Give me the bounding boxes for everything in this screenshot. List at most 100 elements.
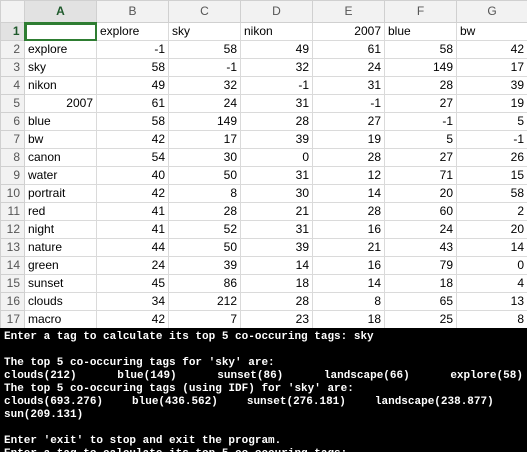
column-header-e[interactable]: E xyxy=(312,0,385,23)
cell[interactable]: 41 xyxy=(96,202,169,221)
cell[interactable]: 58 xyxy=(456,184,527,203)
cell[interactable]: 4 xyxy=(456,274,527,293)
row-header[interactable]: 5 xyxy=(0,94,25,113)
cell[interactable]: 61 xyxy=(312,40,385,59)
cell[interactable]: 28 xyxy=(168,202,241,221)
cell[interactable]: clouds xyxy=(24,292,97,311)
cell[interactable]: 20 xyxy=(456,220,527,239)
cell[interactable]: 18 xyxy=(240,274,313,293)
cell[interactable]: 27 xyxy=(384,148,457,167)
cell[interactable]: 18 xyxy=(312,310,385,328)
cell[interactable]: red xyxy=(24,202,97,221)
cell[interactable]: 2007 xyxy=(312,22,385,41)
cell[interactable]: 19 xyxy=(456,94,527,113)
cell[interactable]: 24 xyxy=(384,220,457,239)
cell[interactable]: 58 xyxy=(168,40,241,59)
cell[interactable]: 15 xyxy=(456,166,527,185)
cell[interactable]: 71 xyxy=(384,166,457,185)
cell[interactable]: 21 xyxy=(312,238,385,257)
cell[interactable]: 8 xyxy=(168,184,241,203)
cell[interactable]: 8 xyxy=(312,292,385,311)
cell[interactable]: 42 xyxy=(96,130,169,149)
cell[interactable]: 42 xyxy=(96,310,169,328)
cell[interactable]: 5 xyxy=(456,112,527,131)
cell[interactable]: 39 xyxy=(240,130,313,149)
cell[interactable]: nature xyxy=(24,238,97,257)
cell[interactable]: explore xyxy=(24,40,97,59)
cell[interactable]: 28 xyxy=(240,112,313,131)
cell[interactable]: 26 xyxy=(456,148,527,167)
row-header[interactable]: 13 xyxy=(0,238,25,257)
cell[interactable]: 65 xyxy=(384,292,457,311)
cell[interactable]: 20 xyxy=(384,184,457,203)
cell[interactable]: 31 xyxy=(240,94,313,113)
cell[interactable]: 212 xyxy=(168,292,241,311)
cell[interactable]: 5 xyxy=(384,130,457,149)
cell[interactable]: blue xyxy=(384,22,457,41)
cell[interactable]: 28 xyxy=(240,292,313,311)
cell[interactable]: 42 xyxy=(96,184,169,203)
row-header[interactable]: 4 xyxy=(0,76,25,95)
cell[interactable]: sky xyxy=(168,22,241,41)
cell[interactable]: 28 xyxy=(384,76,457,95)
cell[interactable]: 58 xyxy=(96,112,169,131)
row-header[interactable]: 14 xyxy=(0,256,25,275)
cell[interactable]: 58 xyxy=(96,58,169,77)
column-header-c[interactable]: C xyxy=(168,0,241,23)
cell[interactable]: 42 xyxy=(456,40,527,59)
cell[interactable]: 39 xyxy=(168,256,241,275)
cell[interactable]: 19 xyxy=(312,130,385,149)
cell[interactable]: 31 xyxy=(312,76,385,95)
cell[interactable]: -1 xyxy=(456,130,527,149)
cell[interactable]: 149 xyxy=(384,58,457,77)
cell[interactable]: 31 xyxy=(240,166,313,185)
cell[interactable]: 43 xyxy=(384,238,457,257)
cell[interactable]: nikon xyxy=(240,22,313,41)
cell[interactable]: 24 xyxy=(312,58,385,77)
cell[interactable]: 18 xyxy=(384,274,457,293)
cell[interactable]: 58 xyxy=(384,40,457,59)
cell[interactable]: 7 xyxy=(168,310,241,328)
cell[interactable]: 12 xyxy=(312,166,385,185)
cell[interactable]: night xyxy=(24,220,97,239)
cell[interactable]: 16 xyxy=(312,256,385,275)
cell[interactable]: 45 xyxy=(96,274,169,293)
column-header-a[interactable]: A xyxy=(24,0,97,24)
cell[interactable]: 86 xyxy=(168,274,241,293)
cell[interactable]: 40 xyxy=(96,166,169,185)
cell[interactable]: 0 xyxy=(240,148,313,167)
column-header-d[interactable]: D xyxy=(240,0,313,23)
column-header-b[interactable]: B xyxy=(96,0,169,23)
cell[interactable]: 23 xyxy=(240,310,313,328)
cell[interactable]: 54 xyxy=(96,148,169,167)
active-cell-a1[interactable] xyxy=(24,22,97,41)
cell[interactable]: 41 xyxy=(96,220,169,239)
cell[interactable]: 27 xyxy=(312,112,385,131)
cell[interactable]: 14 xyxy=(240,256,313,275)
cell[interactable]: -1 xyxy=(384,112,457,131)
cell[interactable]: blue xyxy=(24,112,97,131)
cell[interactable]: 25 xyxy=(384,310,457,328)
cell[interactable]: 49 xyxy=(240,40,313,59)
cell[interactable]: 79 xyxy=(384,256,457,275)
cell[interactable]: explore xyxy=(96,22,169,41)
cell[interactable]: -1 xyxy=(240,76,313,95)
cell[interactable]: 149 xyxy=(168,112,241,131)
cell[interactable]: 14 xyxy=(312,184,385,203)
cell[interactable]: -1 xyxy=(96,40,169,59)
cell[interactable]: 50 xyxy=(168,238,241,257)
cell[interactable]: 39 xyxy=(240,238,313,257)
cell[interactable]: 8 xyxy=(456,310,527,328)
cell[interactable]: 34 xyxy=(96,292,169,311)
row-header[interactable]: 15 xyxy=(0,274,25,293)
row-header[interactable]: 16 xyxy=(0,292,25,311)
cell[interactable]: 14 xyxy=(456,238,527,257)
cell[interactable]: water xyxy=(24,166,97,185)
cell[interactable]: 44 xyxy=(96,238,169,257)
row-header[interactable]: 2 xyxy=(0,40,25,59)
cell[interactable]: bw xyxy=(24,130,97,149)
cell[interactable]: 17 xyxy=(456,58,527,77)
cell[interactable]: 60 xyxy=(384,202,457,221)
row-header[interactable]: 10 xyxy=(0,184,25,203)
cell[interactable]: 31 xyxy=(240,220,313,239)
